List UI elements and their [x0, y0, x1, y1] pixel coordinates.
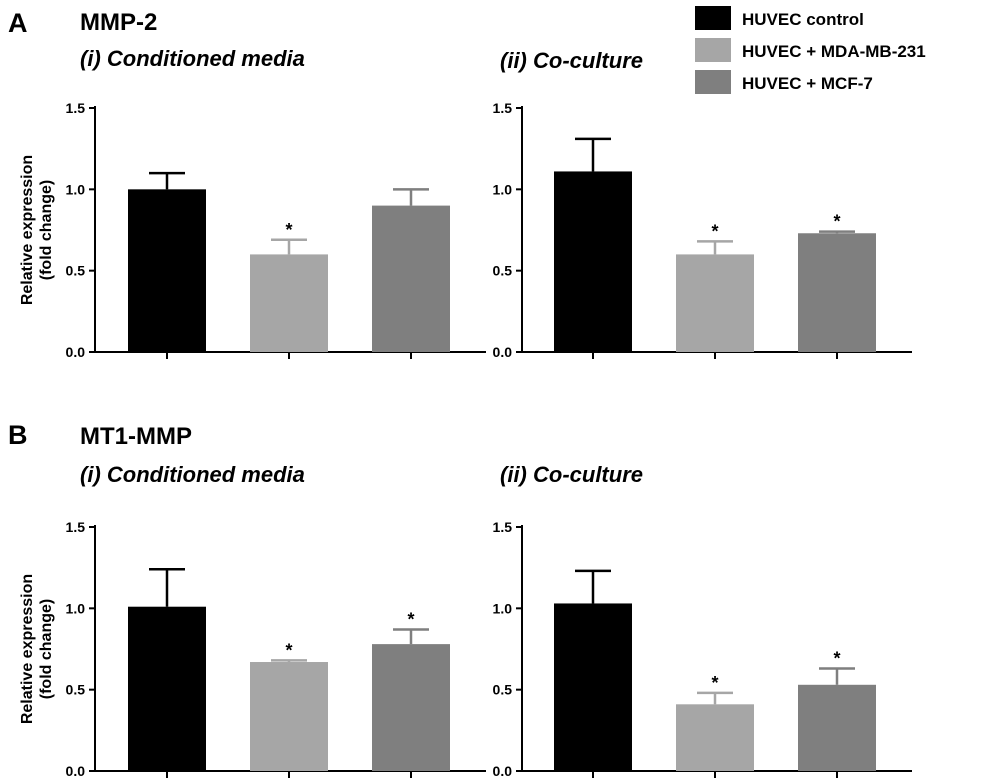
y-tick-label: 0.5	[493, 682, 513, 698]
y-tick-label: 0.0	[66, 344, 86, 360]
significance-marker: *	[285, 220, 292, 240]
y-tick-label: 1.0	[66, 181, 86, 197]
y-axis-label: Relative expression (fold change)	[19, 574, 55, 724]
y-axis-label-line: Relative expression	[19, 574, 36, 724]
chart-title: (i) Conditioned media	[80, 46, 305, 71]
charts: (i) Conditioned media Relative expression…	[19, 46, 912, 779]
panel-b-letter: B	[8, 420, 28, 450]
chart-1: (ii) Co-culture 0.0 0.5 1.0 1.5 * *	[493, 48, 912, 360]
significance-marker: *	[833, 649, 840, 669]
bar	[128, 189, 206, 352]
y-axis-label-line: (fold change)	[38, 180, 55, 280]
y-axis-label-line: Relative expression	[19, 155, 36, 305]
legend-swatch-control	[695, 6, 731, 30]
y-tick-label: 1.5	[66, 100, 86, 116]
panel-b-gene-title: MT1-MMP	[80, 423, 192, 450]
bar	[372, 205, 450, 352]
y-tick-label: 1.5	[493, 519, 513, 535]
chart-2: (i) Conditioned media Relative expression…	[19, 462, 486, 779]
legend-swatch-mda	[695, 38, 731, 62]
chart-title: (ii) Co-culture	[500, 48, 643, 73]
bar	[128, 606, 206, 771]
legend-label-mda: HUVEC + MDA-MB-231	[742, 42, 926, 61]
bar	[676, 704, 754, 771]
chart-3: (ii) Co-culture 0.0 0.5 1.0 1.5 * *	[493, 462, 912, 779]
y-tick-label: 1.5	[66, 519, 86, 535]
y-axis-label-line: (fold change)	[38, 599, 55, 699]
panel-a-gene-title: MMP-2	[80, 9, 157, 36]
y-tick-label: 1.0	[493, 600, 513, 616]
significance-marker: *	[833, 212, 840, 232]
y-tick-label: 0.5	[66, 263, 86, 279]
significance-marker: *	[285, 640, 292, 660]
chart-0: (i) Conditioned media Relative expression…	[19, 46, 486, 360]
bar	[798, 684, 876, 771]
bar	[798, 233, 876, 352]
y-tick-label: 0.0	[66, 763, 86, 779]
legend-label-control: HUVEC control	[742, 10, 864, 29]
significance-marker: *	[711, 673, 718, 693]
chart-title: (i) Conditioned media	[80, 462, 305, 487]
y-tick-label: 1.5	[493, 100, 513, 116]
y-tick-label: 0.0	[493, 344, 513, 360]
y-tick-label: 1.0	[66, 600, 86, 616]
bar	[676, 254, 754, 352]
chart-title: (ii) Co-culture	[500, 462, 643, 487]
y-axis-label: Relative expression (fold change)	[19, 155, 55, 305]
bar	[372, 644, 450, 771]
bar	[250, 254, 328, 352]
bar	[554, 171, 632, 352]
legend: HUVEC control HUVEC + MDA-MB-231 HUVEC +…	[695, 6, 926, 94]
y-tick-label: 1.0	[493, 181, 513, 197]
panel-a-letter: A	[8, 8, 28, 38]
significance-marker: *	[711, 221, 718, 241]
y-tick-label: 0.5	[493, 263, 513, 279]
y-tick-label: 0.0	[493, 763, 513, 779]
legend-swatch-mcf7	[695, 70, 731, 94]
bar	[554, 603, 632, 771]
legend-label-mcf7: HUVEC + MCF-7	[742, 74, 873, 93]
significance-marker: *	[407, 609, 414, 629]
bar	[250, 662, 328, 771]
y-tick-label: 0.5	[66, 682, 86, 698]
